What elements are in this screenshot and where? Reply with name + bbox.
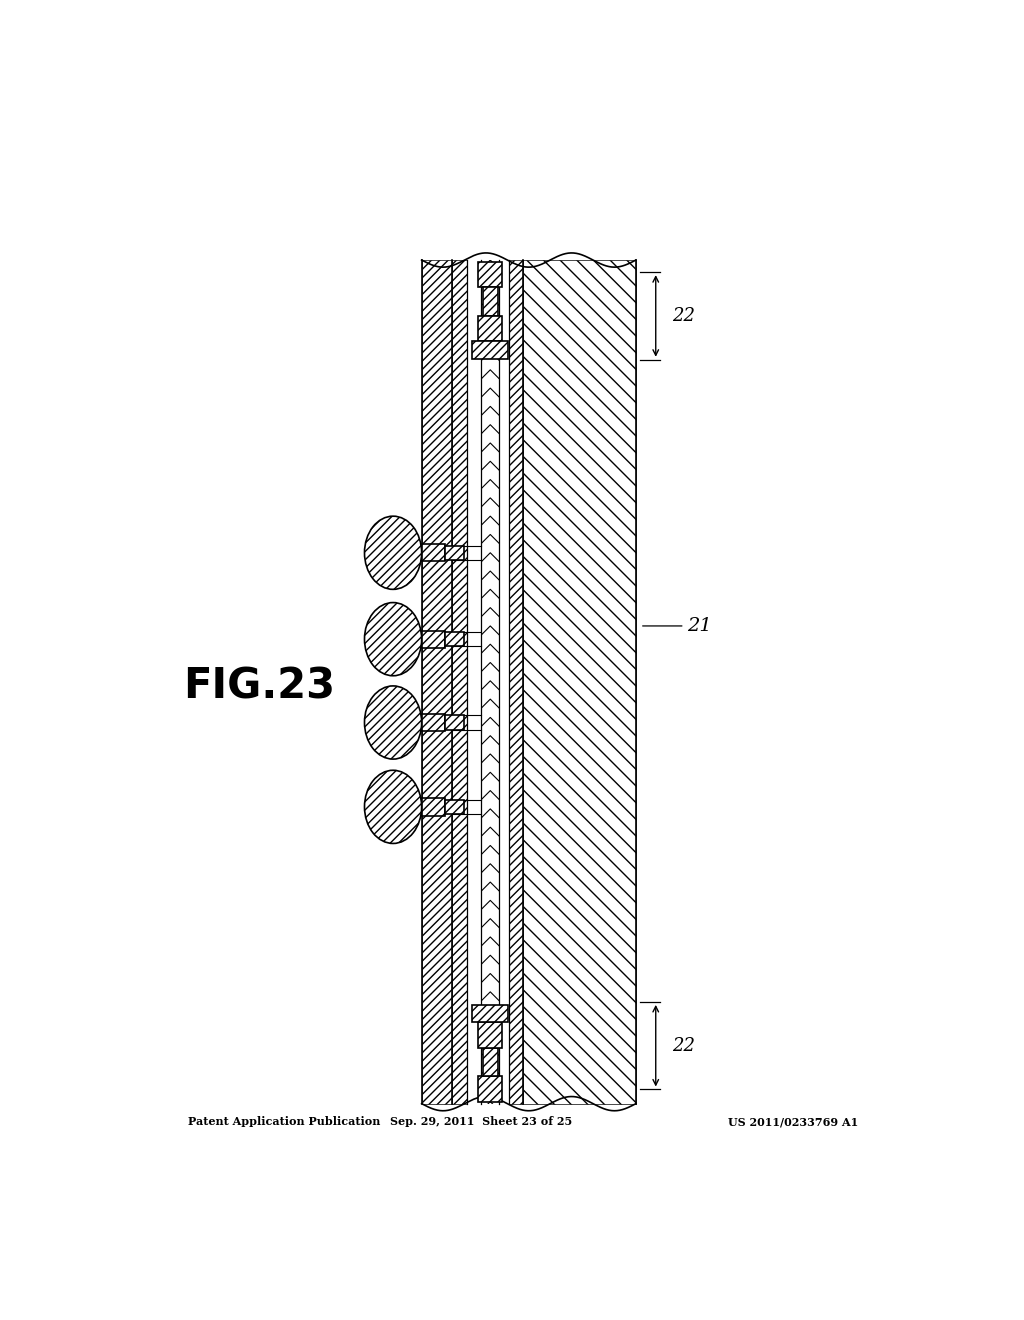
- Text: Patent Application Publication: Patent Application Publication: [187, 1117, 380, 1127]
- Bar: [452, 260, 467, 1104]
- Bar: [422, 260, 715, 1104]
- Bar: [523, 260, 636, 1104]
- Bar: [422, 631, 445, 648]
- Bar: [422, 799, 445, 816]
- Circle shape: [365, 771, 422, 843]
- Bar: [478, 315, 502, 342]
- Bar: [478, 1076, 502, 1102]
- Bar: [422, 544, 445, 561]
- Circle shape: [365, 516, 422, 589]
- Bar: [445, 800, 465, 814]
- Bar: [422, 260, 452, 1104]
- Bar: [445, 632, 465, 647]
- Text: Sep. 29, 2011  Sheet 23 of 25: Sep. 29, 2011 Sheet 23 of 25: [390, 1117, 572, 1127]
- Circle shape: [365, 686, 422, 759]
- Bar: [472, 342, 509, 359]
- Bar: [472, 1005, 509, 1022]
- Bar: [445, 545, 465, 560]
- Text: US 2011/0233769 A1: US 2011/0233769 A1: [728, 1117, 858, 1127]
- Bar: [422, 714, 445, 731]
- Bar: [483, 1048, 498, 1076]
- Bar: [509, 260, 523, 1104]
- Text: 22: 22: [672, 308, 694, 325]
- Bar: [483, 288, 498, 315]
- Bar: [445, 715, 465, 730]
- Text: FIG.23: FIG.23: [183, 665, 335, 708]
- Text: 21: 21: [643, 616, 713, 635]
- Bar: [478, 263, 502, 288]
- Circle shape: [365, 602, 422, 676]
- Bar: [478, 1022, 502, 1048]
- Text: 22: 22: [672, 1036, 694, 1055]
- Bar: [481, 260, 500, 1104]
